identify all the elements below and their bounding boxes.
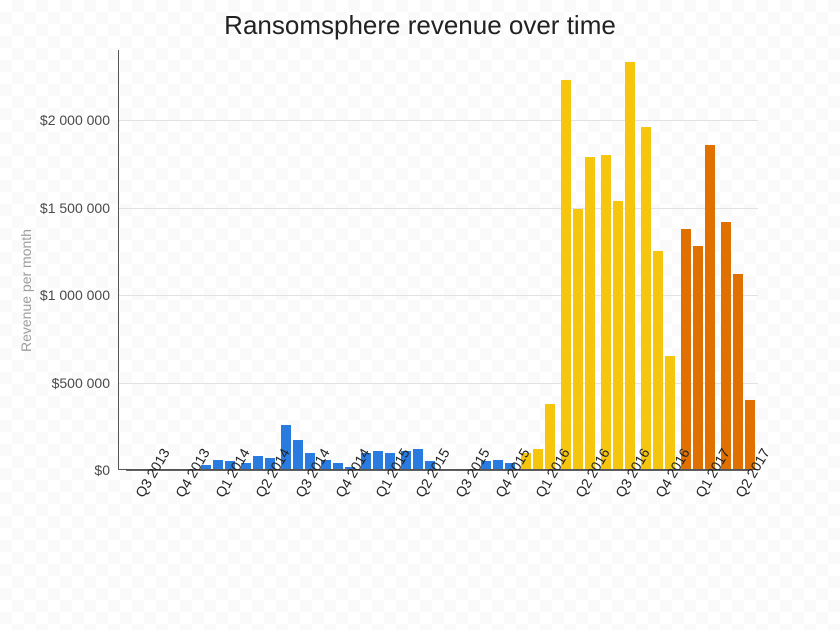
bar [293, 440, 303, 470]
chart-title-text: Ransomsphere revenue over time [224, 10, 616, 40]
y-tick-label: $0 [94, 462, 110, 478]
bar [573, 209, 583, 470]
y-tick-label: $1 000 000 [40, 287, 110, 303]
grid-line [118, 208, 758, 209]
bar [733, 274, 743, 470]
y-axis-label-text: Revenue per month [18, 229, 34, 352]
bar [641, 127, 651, 470]
grid-line [118, 120, 758, 121]
bar [533, 449, 543, 470]
bar [693, 246, 703, 470]
bar [601, 155, 611, 470]
chart-title: Ransomsphere revenue over time [0, 10, 840, 41]
bar [561, 80, 571, 470]
bar [613, 201, 623, 471]
y-tick-label: $2 000 000 [40, 112, 110, 128]
bar [721, 222, 731, 471]
bar [681, 229, 691, 471]
y-axis-label: Revenue per month [18, 229, 34, 352]
bar [625, 62, 635, 470]
bar [653, 251, 663, 470]
bar [253, 456, 263, 470]
y-tick-label: $500 000 [52, 375, 110, 391]
bar [705, 145, 715, 471]
bar [413, 449, 423, 470]
plot-area [118, 50, 758, 470]
y-tick-label: $1 500 000 [40, 200, 110, 216]
bar [585, 157, 595, 470]
y-axis-line [118, 50, 119, 470]
bar [373, 451, 383, 470]
